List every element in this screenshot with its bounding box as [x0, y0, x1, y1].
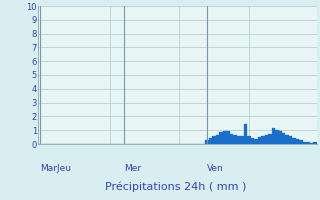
Text: MarJeu: MarJeu — [40, 164, 71, 173]
Bar — [254, 139, 258, 144]
Bar — [240, 136, 244, 144]
Bar — [303, 142, 306, 144]
Bar — [216, 135, 220, 144]
Bar — [296, 139, 300, 144]
Bar — [310, 143, 313, 144]
Bar — [212, 136, 216, 144]
Bar — [285, 135, 289, 144]
Text: Précipitations 24h ( mm ): Précipitations 24h ( mm ) — [105, 182, 247, 192]
Bar — [223, 131, 226, 144]
Text: Ven: Ven — [207, 164, 224, 173]
Bar — [275, 130, 278, 144]
Bar — [300, 140, 303, 144]
Bar — [226, 131, 230, 144]
Bar — [233, 135, 237, 144]
Bar — [261, 136, 265, 144]
Bar — [292, 138, 296, 144]
Bar — [265, 135, 268, 144]
Bar — [230, 134, 233, 144]
Text: Mer: Mer — [124, 164, 141, 173]
Bar — [282, 133, 285, 144]
Bar — [205, 140, 209, 144]
Bar — [268, 134, 272, 144]
Bar — [258, 137, 261, 144]
Bar — [289, 136, 292, 144]
Bar — [237, 136, 240, 144]
Bar — [313, 142, 317, 144]
Bar — [251, 138, 254, 144]
Bar — [306, 142, 310, 144]
Bar — [272, 128, 275, 144]
Bar — [220, 132, 223, 144]
Bar — [209, 138, 212, 144]
Bar — [278, 131, 282, 144]
Bar — [247, 136, 251, 144]
Bar — [244, 124, 247, 144]
